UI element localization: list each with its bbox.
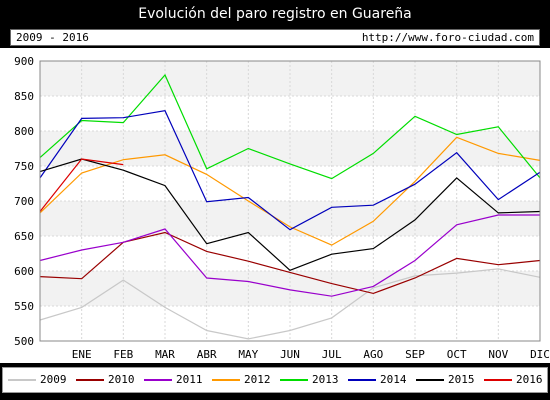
year-range: 2009 - 2016 (16, 31, 89, 44)
grid-band (40, 131, 540, 166)
legend-swatch (8, 379, 36, 381)
legend-item-2009: 2009 (8, 373, 72, 387)
x-tick-label: FEB (113, 348, 133, 361)
legend-swatch (76, 379, 104, 381)
plot-frame (39, 60, 541, 342)
series-line-2011 (39, 214, 540, 297)
y-tick-label: 600 (14, 265, 34, 278)
x-tick-label: NOV (488, 348, 508, 361)
legend-item-2010: 2010 (76, 373, 140, 387)
series-line-2013 (39, 73, 541, 180)
x-tick-label: ENE (72, 348, 92, 361)
series-line-2015 (39, 158, 541, 271)
legend-item-2015: 2015 (416, 373, 480, 387)
y-tick-label: 750 (14, 160, 34, 173)
y-tick-label: 850 (14, 90, 34, 103)
x-tick-label: JUN (280, 348, 300, 361)
legend-label: 2015 (448, 373, 475, 386)
x-tick-label: DIC (530, 348, 550, 361)
legend-item-2016: 2016 (484, 373, 548, 387)
y-tick-label: 800 (14, 125, 34, 138)
y-tick-label: 650 (14, 230, 34, 243)
y-tick-label: 550 (14, 300, 34, 313)
legend-swatch (484, 379, 512, 381)
series-line-2009 (39, 268, 541, 340)
y-tick-label: 700 (14, 195, 34, 208)
legend-swatch (212, 379, 240, 381)
chart-title: Evolución del paro registro en Guareña (138, 6, 412, 22)
legend-label: 2012 (244, 373, 271, 386)
legend-swatch (416, 379, 444, 381)
grid-band (40, 271, 540, 306)
legend-item-2014: 2014 (348, 373, 412, 387)
legend-label: 2016 (516, 373, 543, 386)
source-url: http://www.foro-ciudad.com (361, 31, 534, 44)
x-tick-label: OCT (447, 348, 467, 361)
series-line-2012 (39, 136, 541, 246)
legend: 2009 2010 2011 2012 2013 2014 2015 2016 (0, 365, 550, 395)
x-tick-label: JUL (322, 348, 342, 361)
legend-swatch (348, 379, 376, 381)
x-tick-label: MAY (238, 348, 258, 361)
x-tick-label: MAR (155, 348, 175, 361)
legend-label: 2013 (312, 373, 339, 386)
x-tick-label: SEP (405, 348, 425, 361)
x-tick-label: AGO (363, 348, 383, 361)
series-line-2014 (39, 110, 541, 231)
y-tick-label: 500 (14, 335, 34, 348)
legend-label: 2011 (176, 373, 203, 386)
chart-area: 500 550 600 650 700 750 800 850 900 ENE FEB MAR ABR M… (0, 48, 550, 363)
legend-label: 2014 (380, 373, 407, 386)
legend-label: 2009 (40, 373, 67, 386)
info-bar: 2009 - 2016 http://www.foro-ciudad.com (10, 29, 540, 46)
x-tick-label: ABR (197, 348, 217, 361)
legend-swatch (144, 379, 172, 381)
legend-label: 2010 (108, 373, 135, 386)
legend-swatch (280, 379, 308, 381)
legend-item-2011: 2011 (144, 373, 208, 387)
legend-item-2012: 2012 (212, 373, 276, 387)
legend-item-2013: 2013 (280, 373, 344, 387)
series-line-2016 (39, 158, 124, 212)
y-tick-label: 900 (14, 55, 34, 68)
